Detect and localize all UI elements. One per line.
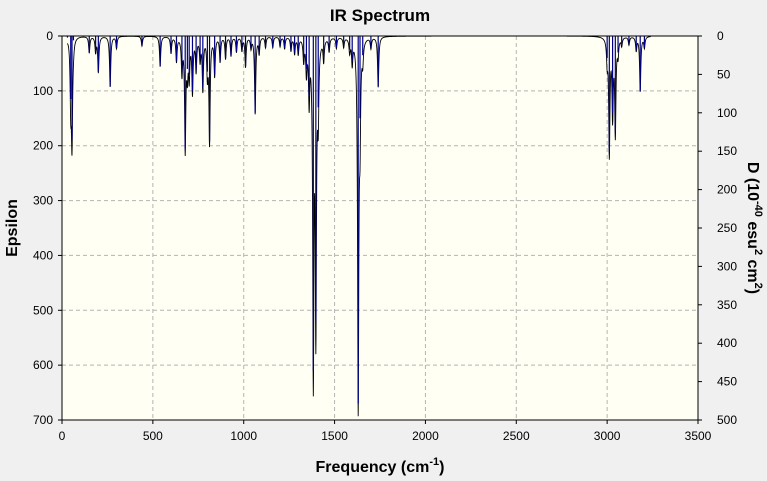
y2-label-sup: -40 <box>752 201 764 217</box>
x-axis-label-main: Frequency (cm <box>316 459 430 476</box>
y-tick-label: 100 <box>33 84 53 98</box>
y2-label-part: D (10 <box>744 162 761 201</box>
plot-area <box>62 36 698 420</box>
y2-tick-label: 150 <box>717 144 737 158</box>
x-axis-label: Frequency (cm-1) <box>316 456 445 476</box>
x-tick-label: 500 <box>143 429 163 443</box>
y2-tick-label: 450 <box>717 375 737 389</box>
x-axis-label-tail: ) <box>439 459 444 476</box>
y-axis-label: Epsilon <box>4 199 21 257</box>
y-tick-label: 300 <box>33 194 53 208</box>
x-tick-label: 2000 <box>412 429 439 443</box>
x-axis-label-sup: -1 <box>429 456 439 468</box>
x-tick-label: 1500 <box>321 429 348 443</box>
x-axis-ticks: 0 500 1000 1500 2000 2500 3000 3500 <box>59 420 712 443</box>
y-tick-label: 400 <box>33 248 53 262</box>
y2-tick-label: 100 <box>717 106 737 120</box>
y-axis-ticks: 0 100 200 300 400 500 600 700 <box>33 29 62 427</box>
y2-axis-ticks: 0 50 100 150 200 250 300 350 400 450 500 <box>698 29 737 427</box>
y-tick-label: 0 <box>46 29 53 43</box>
y-tick-label: 200 <box>33 139 53 153</box>
y2-tick-label: 500 <box>717 413 737 427</box>
y-tick-label: 700 <box>33 413 53 427</box>
y2-tick-label: 350 <box>717 298 737 312</box>
y2-label-sup: 2 <box>752 283 764 289</box>
y2-label-part: cm <box>744 255 761 283</box>
x-tick-label: 1000 <box>230 429 257 443</box>
y2-tick-label: 0 <box>717 29 724 43</box>
y2-label-part: esu <box>744 217 761 249</box>
y-tick-label: 600 <box>33 358 53 372</box>
y-tick-label: 500 <box>33 303 53 317</box>
y2-tick-label: 300 <box>717 259 737 273</box>
y2-tick-label: 200 <box>717 183 737 197</box>
x-tick-label: 0 <box>59 429 66 443</box>
x-tick-label: 3500 <box>685 429 712 443</box>
grid-lines <box>62 36 698 420</box>
stick-lines <box>66 36 645 404</box>
x-tick-label: 2500 <box>503 429 530 443</box>
y2-label-part: ) <box>744 289 761 294</box>
y2-tick-label: 50 <box>717 67 731 81</box>
y2-tick-label: 400 <box>717 336 737 350</box>
y2-label-sup: 2 <box>752 249 764 255</box>
x-tick-label: 3000 <box>594 429 621 443</box>
chart-title: IR Spectrum <box>330 6 430 25</box>
y2-axis-label: D (10-40 esu2 cm2) <box>744 162 764 294</box>
y2-tick-label: 250 <box>717 221 737 235</box>
